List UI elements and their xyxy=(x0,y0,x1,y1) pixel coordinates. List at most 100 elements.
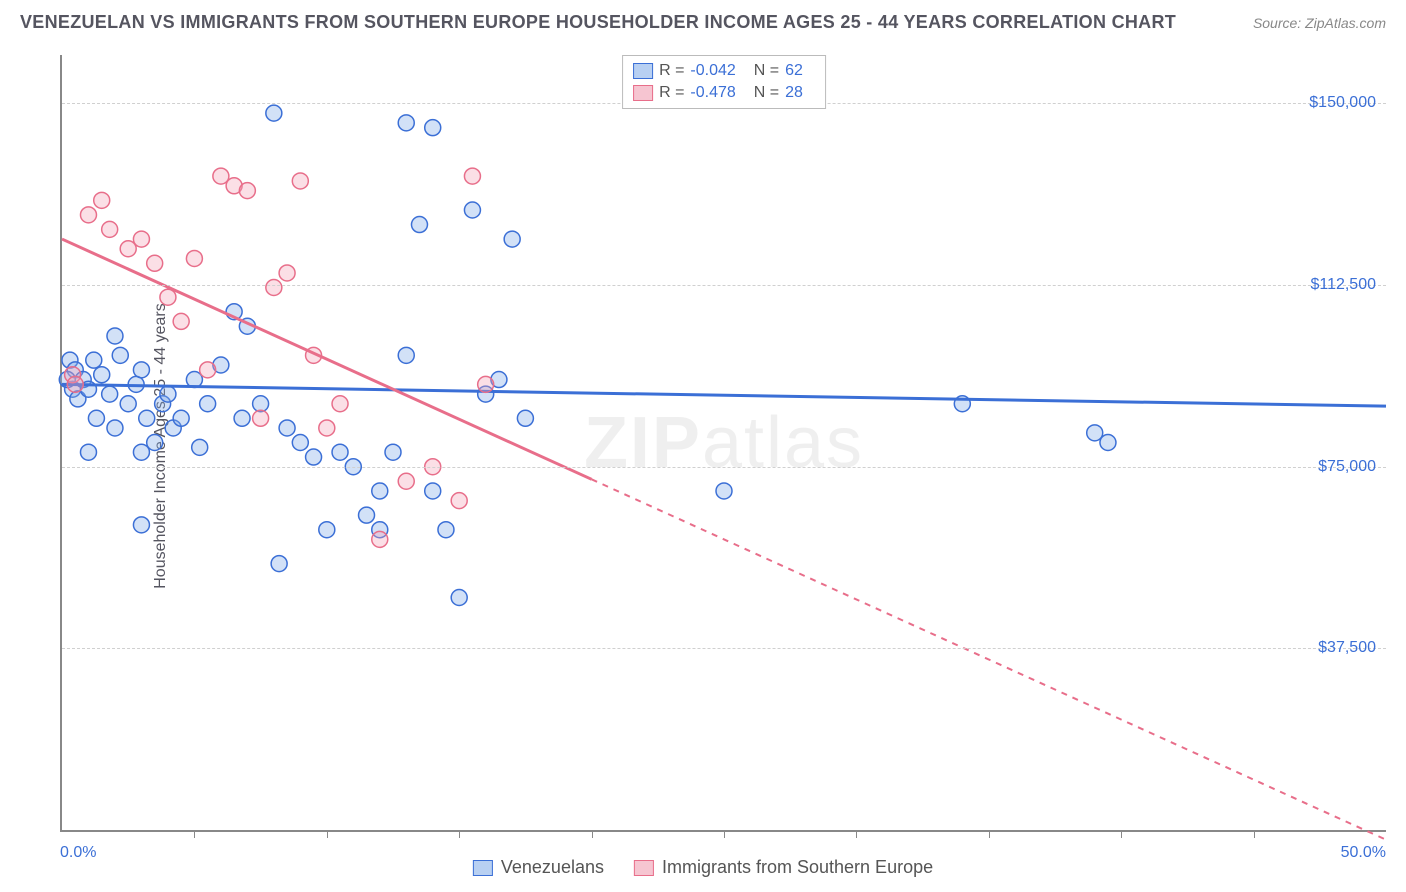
r-value: -0.478 xyxy=(690,84,735,102)
data-point xyxy=(107,420,123,436)
data-point xyxy=(94,367,110,383)
data-point xyxy=(88,410,104,426)
data-point xyxy=(266,280,282,296)
legend-top-row: R = -0.478 N = 28 xyxy=(633,82,815,104)
r-label: R = xyxy=(659,84,684,102)
data-point xyxy=(517,410,533,426)
data-point xyxy=(279,420,295,436)
data-point xyxy=(306,449,322,465)
data-point xyxy=(292,435,308,451)
legend-swatch xyxy=(633,63,653,79)
legend-swatch xyxy=(634,860,654,876)
n-value: 62 xyxy=(785,62,803,80)
data-point xyxy=(411,217,427,233)
data-point xyxy=(359,507,375,523)
data-point xyxy=(398,115,414,131)
n-label: N = xyxy=(754,84,779,102)
gridline xyxy=(62,467,1386,468)
x-tick xyxy=(856,830,857,838)
legend-bottom-item: Venezuelans xyxy=(473,857,604,878)
n-value: 28 xyxy=(785,84,803,102)
gridline xyxy=(62,648,1386,649)
data-point xyxy=(160,386,176,402)
data-point xyxy=(319,522,335,538)
data-point xyxy=(107,328,123,344)
data-point xyxy=(192,439,208,455)
title-bar: VENEZUELAN VS IMMIGRANTS FROM SOUTHERN E… xyxy=(0,0,1406,41)
data-point xyxy=(133,362,149,378)
x-tick xyxy=(194,830,195,838)
y-tick-label: $150,000 xyxy=(1309,94,1376,112)
data-point xyxy=(102,221,118,237)
data-point xyxy=(200,362,216,378)
data-point xyxy=(80,207,96,223)
data-point xyxy=(451,590,467,606)
data-point xyxy=(1100,435,1116,451)
data-point xyxy=(147,435,163,451)
legend-swatch xyxy=(473,860,493,876)
data-point xyxy=(425,120,441,136)
data-point xyxy=(80,444,96,460)
data-point xyxy=(239,183,255,199)
data-point xyxy=(173,410,189,426)
data-point xyxy=(253,396,269,412)
data-point xyxy=(173,313,189,329)
data-point xyxy=(102,386,118,402)
data-point xyxy=(372,531,388,547)
data-point xyxy=(133,517,149,533)
x-tick xyxy=(592,830,593,838)
legend-top: R = -0.042 N = 62 R = -0.478 N = 28 xyxy=(622,55,826,109)
data-point xyxy=(120,396,136,412)
plot-svg xyxy=(62,55,1386,830)
y-tick-label: $75,000 xyxy=(1318,458,1376,476)
data-point xyxy=(372,483,388,499)
r-label: R = xyxy=(659,62,684,80)
data-point xyxy=(139,410,155,426)
y-tick-label: $112,500 xyxy=(1310,276,1376,294)
data-point xyxy=(332,396,348,412)
data-point xyxy=(200,396,216,412)
legend-label: Immigrants from Southern Europe xyxy=(662,857,933,878)
legend-swatch xyxy=(633,85,653,101)
data-point xyxy=(271,556,287,572)
gridline xyxy=(62,285,1386,286)
legend-top-row: R =-0.042N =62 xyxy=(633,60,815,82)
x-tick xyxy=(989,830,990,838)
data-point xyxy=(266,105,282,121)
data-point xyxy=(398,473,414,489)
legend-bottom-item: Immigrants from Southern Europe xyxy=(634,857,933,878)
source-label: Source: ZipAtlas.com xyxy=(1253,15,1386,31)
r-value: -0.042 xyxy=(690,62,735,80)
x-tick xyxy=(327,830,328,838)
data-point xyxy=(160,289,176,305)
data-point xyxy=(319,420,335,436)
data-point xyxy=(464,202,480,218)
trend-line-dashed xyxy=(592,479,1386,839)
data-point xyxy=(716,483,732,499)
data-point xyxy=(451,493,467,509)
data-point xyxy=(504,231,520,247)
trend-line xyxy=(62,239,592,479)
data-point xyxy=(147,255,163,271)
data-point xyxy=(67,376,83,392)
x-tick xyxy=(459,830,460,838)
legend-bottom: Venezuelans Immigrants from Southern Euro… xyxy=(473,857,933,878)
data-point xyxy=(438,522,454,538)
data-point xyxy=(234,410,250,426)
data-point xyxy=(94,192,110,208)
data-point xyxy=(86,352,102,368)
data-point xyxy=(332,444,348,460)
legend-label: Venezuelans xyxy=(501,857,604,878)
data-point xyxy=(478,376,494,392)
x-min-label: 0.0% xyxy=(60,844,96,862)
x-tick xyxy=(724,830,725,838)
data-point xyxy=(398,347,414,363)
data-point xyxy=(133,231,149,247)
data-point xyxy=(279,265,295,281)
chart-title: VENEZUELAN VS IMMIGRANTS FROM SOUTHERN E… xyxy=(20,12,1176,33)
x-tick xyxy=(1254,830,1255,838)
data-point xyxy=(253,410,269,426)
data-point xyxy=(385,444,401,460)
data-point xyxy=(112,347,128,363)
data-point xyxy=(186,250,202,266)
